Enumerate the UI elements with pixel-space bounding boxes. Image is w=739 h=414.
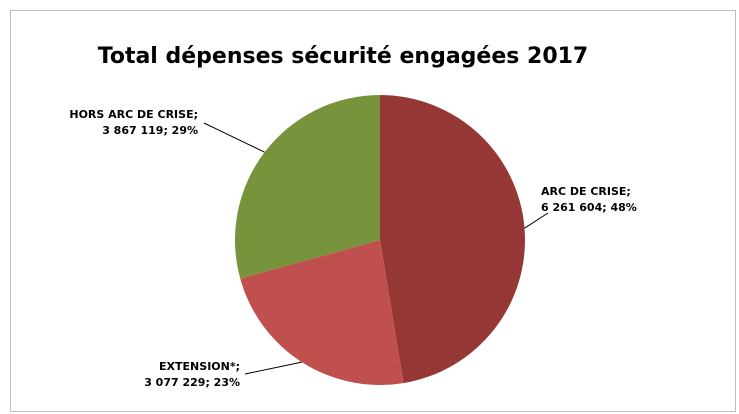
pie-slice-arc-de-crise (380, 95, 525, 384)
leader-line-extension (244, 361, 302, 375)
leader-lines (203, 122, 549, 375)
leader-line-arc-de-crise (524, 212, 549, 229)
data-label-arc-de-crise: ARC DE CRISE; 6 261 604; 48% (541, 185, 637, 214)
data-label-category: ARC DE CRISE; (541, 185, 631, 198)
data-label-value: 3 077 229; 23% (144, 376, 240, 389)
data-label-value: 6 261 604; 48% (541, 201, 637, 214)
data-label-category: HORS ARC DE CRISE; (69, 108, 198, 121)
data-labels: ARC DE CRISE; 6 261 604; 48% EXTENSION*; 3 … (69, 108, 636, 389)
pie-slice-hors-arc-de-crise (235, 95, 380, 279)
pie-slices (235, 95, 525, 385)
leader-line-hors-arc-de-crise (203, 122, 265, 153)
data-label-category: EXTENSION*; (159, 360, 240, 373)
data-label-hors-arc-de-crise: HORS ARC DE CRISE; 3 867 119; 29% (69, 108, 198, 137)
chart-title: Total dépenses sécurité engagées 2017 (98, 44, 589, 69)
data-label-value: 3 867 119; 29% (102, 124, 198, 137)
data-label-extension: EXTENSION*; 3 077 229; 23% (144, 360, 240, 389)
pie-slice-extension (240, 240, 404, 385)
